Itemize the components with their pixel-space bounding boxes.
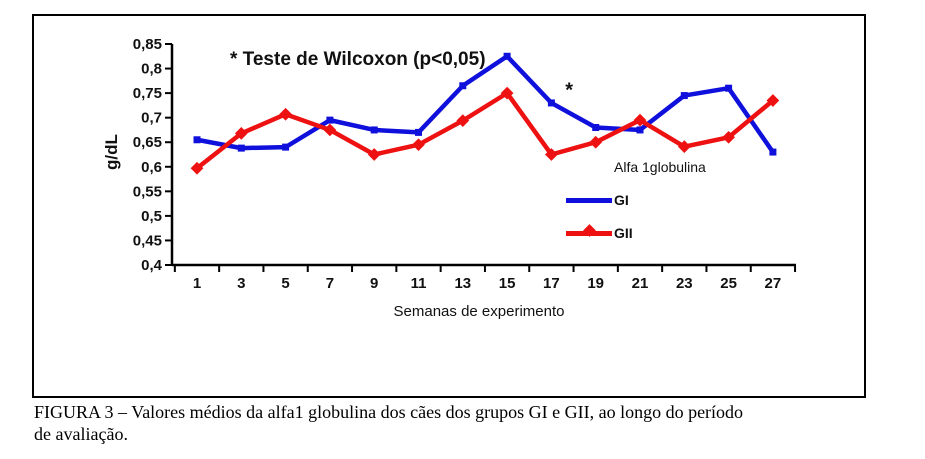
significance-star: * — [565, 80, 573, 102]
marker-square-gi — [547, 99, 555, 107]
x-tick-label: 13 — [454, 275, 471, 292]
x-tick-label: 15 — [499, 275, 516, 292]
marker-diamond-gii — [500, 86, 514, 100]
marker-square-gi — [282, 143, 290, 151]
y-tick-label: 0,85 — [133, 36, 162, 53]
x-tick-label: 23 — [676, 275, 693, 292]
legend-entry-gi: GI — [554, 192, 784, 208]
figure-frame: 0,4 0,45 0,5 0,55 0,6 0,65 0,7 0,75 0,8 0,85 1 3 5 7 9… — [32, 14, 866, 398]
marker-square-gi — [370, 126, 378, 134]
x-tick-label: 11 — [411, 275, 427, 292]
marker-diamond-gii — [279, 107, 292, 121]
marker-square-gi — [725, 84, 733, 92]
marker-diamond-gii — [456, 114, 470, 127]
marker-square-gi — [636, 126, 644, 134]
y-tick-label: 0,55 — [133, 183, 162, 200]
x-axis-title: Semanas de experimento — [393, 303, 565, 320]
series-line-gii — [194, 90, 776, 171]
legend-title: Alfa 1globulina — [614, 159, 706, 175]
marker-square-gi — [769, 148, 777, 156]
marker-diamond-gii — [412, 138, 425, 152]
series-line-gi — [194, 54, 776, 155]
marker-square-gi — [680, 92, 688, 100]
x-tick-label: 3 — [237, 275, 245, 292]
marker-diamond-gii — [234, 127, 248, 140]
chart-canvas: 0,40,450,50,550,60,650,70,750,80,851 3 5 7 9… — [133, 36, 797, 292]
marker-square-gi — [326, 116, 334, 124]
y-tick-label: 0,75 — [133, 85, 162, 102]
marker-square-gi — [592, 123, 600, 131]
y-tick-label: 0,7 — [141, 110, 162, 127]
caption-line-2: de avaliação. — [34, 424, 128, 444]
y-tick-label: 0,65 — [133, 134, 162, 151]
marker-square-gi — [415, 128, 422, 136]
legend-label-gii: GII — [614, 225, 633, 241]
y-tick-label: 0,5 — [141, 208, 162, 225]
x-tick-label: 19 — [587, 275, 604, 292]
x-tick-label: 21 — [632, 275, 649, 292]
marker-square-gi — [503, 52, 511, 60]
marker-square-gi — [237, 144, 245, 152]
x-tick-label: 7 — [326, 275, 334, 292]
marker-diamond-gii — [367, 148, 381, 161]
y-axis-title: g/dL — [102, 134, 121, 170]
legend-entry-gii: GII — [554, 224, 784, 241]
y-tick-label: 0,6 — [141, 159, 162, 176]
marker-diamond-gii — [323, 123, 337, 137]
marker-square-gi — [193, 136, 201, 144]
gi-line-swatch — [566, 198, 612, 203]
x-tick-label: 27 — [765, 275, 782, 292]
y-tick-label: 0,45 — [133, 232, 162, 249]
x-tick-label: 17 — [543, 275, 560, 292]
wilcoxon-annotation: * Teste de Wilcoxon (p<0,05) — [230, 49, 486, 70]
legend: Alfa 1globulina GI GII — [554, 159, 784, 241]
y-tick-label: 0,8 — [141, 61, 162, 78]
x-tick-label: 9 — [370, 275, 378, 292]
y-tick-label: 0,4 — [141, 257, 163, 274]
x-tick-label: 1 — [193, 275, 201, 292]
legend-label-gi: GI — [614, 192, 629, 208]
x-tick-label: 25 — [720, 275, 737, 292]
figure-caption: FIGURA 3 – Valores médios da alfa1 globu… — [34, 401, 899, 445]
marker-diamond-gii — [190, 161, 204, 175]
caption-line-1: FIGURA 3 – Valores médios da alfa1 globu… — [34, 402, 744, 422]
marker-square-gi — [459, 82, 467, 90]
x-tick-label: 5 — [281, 275, 289, 292]
